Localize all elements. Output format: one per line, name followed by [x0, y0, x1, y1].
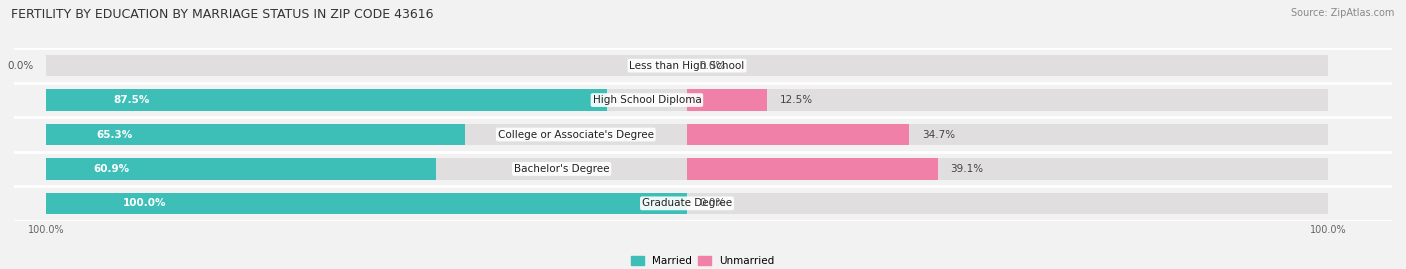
Bar [46, 124, 464, 145]
Text: 65.3%: 65.3% [97, 129, 132, 140]
Text: FERTILITY BY EDUCATION BY MARRIAGE STATUS IN ZIP CODE 43616: FERTILITY BY EDUCATION BY MARRIAGE STATU… [11, 8, 433, 21]
Bar [688, 124, 910, 145]
Bar [46, 193, 1327, 214]
Bar [46, 158, 436, 180]
Text: 34.7%: 34.7% [922, 129, 955, 140]
Text: Less than High School: Less than High School [630, 61, 745, 71]
Bar [46, 89, 607, 111]
Bar [688, 158, 938, 180]
Bar [46, 124, 1327, 145]
Text: 87.5%: 87.5% [114, 95, 150, 105]
Text: 0.0%: 0.0% [700, 198, 725, 208]
Text: 0.0%: 0.0% [7, 61, 34, 71]
Text: 12.5%: 12.5% [780, 95, 813, 105]
Text: 0.0%: 0.0% [700, 61, 725, 71]
Bar [46, 193, 688, 214]
Text: Graduate Degree: Graduate Degree [643, 198, 733, 208]
Text: Bachelor's Degree: Bachelor's Degree [515, 164, 609, 174]
Bar [46, 158, 1327, 180]
Text: 100.0%: 100.0% [122, 198, 166, 208]
Bar [46, 89, 1327, 111]
Bar [46, 55, 1327, 76]
Legend: Married, Unmarried: Married, Unmarried [627, 252, 779, 269]
Text: College or Associate's Degree: College or Associate's Degree [498, 129, 654, 140]
Text: High School Diploma: High School Diploma [592, 95, 702, 105]
Text: Source: ZipAtlas.com: Source: ZipAtlas.com [1291, 8, 1395, 18]
Text: 60.9%: 60.9% [93, 164, 129, 174]
Text: 39.1%: 39.1% [950, 164, 984, 174]
Bar [688, 89, 768, 111]
